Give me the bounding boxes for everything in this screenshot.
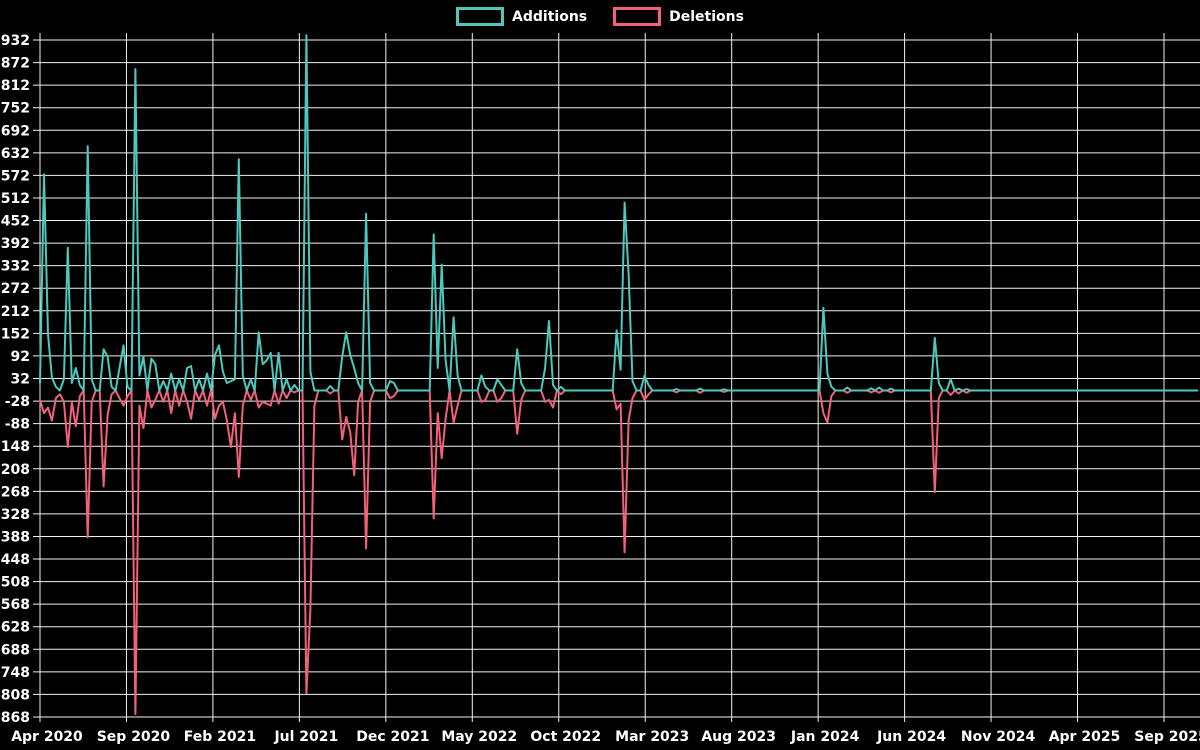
y-tick-label: -148 [0, 439, 30, 455]
additions-swatch-icon [456, 7, 505, 26]
y-tick-label: 512 [1, 191, 30, 207]
x-tick-label: Apr 2020 [11, 729, 83, 745]
y-tick-label: -448 [0, 552, 30, 568]
y-tick-label: 692 [1, 123, 30, 139]
y-tick-label: -388 [0, 529, 30, 545]
deletions-swatch-icon [613, 7, 662, 26]
x-tick-label: Jan 2024 [790, 729, 860, 745]
y-tick-label: -508 [0, 575, 30, 591]
y-tick-label: 392 [1, 236, 30, 252]
y-tick-label: -328 [0, 507, 30, 523]
y-tick-label: -208 [0, 462, 30, 478]
y-tick-label: -628 [0, 620, 30, 636]
y-tick-label: 332 [1, 259, 30, 275]
x-tick-label: Feb 2021 [184, 729, 256, 745]
y-tick-label: -28 [5, 394, 30, 410]
y-tick-label: 632 [1, 146, 30, 162]
legend-item-additions[interactable]: Additions [456, 7, 587, 26]
y-tick-label: 452 [1, 214, 30, 230]
y-tick-label: 752 [1, 101, 30, 117]
x-tick-label: Apr 2025 [1049, 729, 1121, 745]
x-tick-label: May 2022 [441, 729, 517, 745]
legend-item-deletions[interactable]: Deletions [613, 7, 744, 26]
x-tick-label: Nov 2024 [961, 729, 1036, 745]
y-tick-label: -868 [0, 710, 30, 726]
deletions-legend-label: Deletions [669, 8, 744, 25]
chart-legend: Additions Deletions [0, 7, 1200, 26]
y-tick-label: 212 [1, 304, 30, 320]
y-tick-label: 32 [11, 372, 30, 388]
y-tick-label: 92 [11, 349, 30, 365]
y-tick-label: 572 [1, 168, 30, 184]
y-tick-label: -808 [0, 687, 30, 703]
y-tick-label: -568 [0, 597, 30, 613]
additions-legend-label: Additions [512, 8, 588, 25]
y-tick-label: 872 [1, 56, 30, 72]
y-tick-label: -268 [0, 484, 30, 500]
y-tick-label: -748 [0, 665, 30, 681]
y-tick-label: 932 [1, 33, 30, 49]
x-tick-label: Dec 2021 [356, 729, 429, 745]
additions-line-series [39, 34, 1199, 392]
y-tick-label: 152 [1, 326, 30, 342]
x-tick-label: Sep 2020 [97, 729, 171, 745]
x-tick-label: Mar 2023 [615, 729, 689, 745]
y-tick-label: -88 [5, 417, 30, 433]
x-tick-label: Sep 2025 [1134, 729, 1200, 745]
x-tick-label: Aug 2023 [701, 729, 776, 745]
y-tick-label: 272 [1, 281, 30, 297]
y-tick-label: -688 [0, 642, 30, 658]
x-tick-label: Oct 2022 [530, 729, 601, 745]
x-tick-label: Jul 2021 [273, 729, 338, 745]
x-tick-label: Jun 2024 [876, 729, 946, 745]
y-tick-label: 812 [1, 78, 30, 94]
